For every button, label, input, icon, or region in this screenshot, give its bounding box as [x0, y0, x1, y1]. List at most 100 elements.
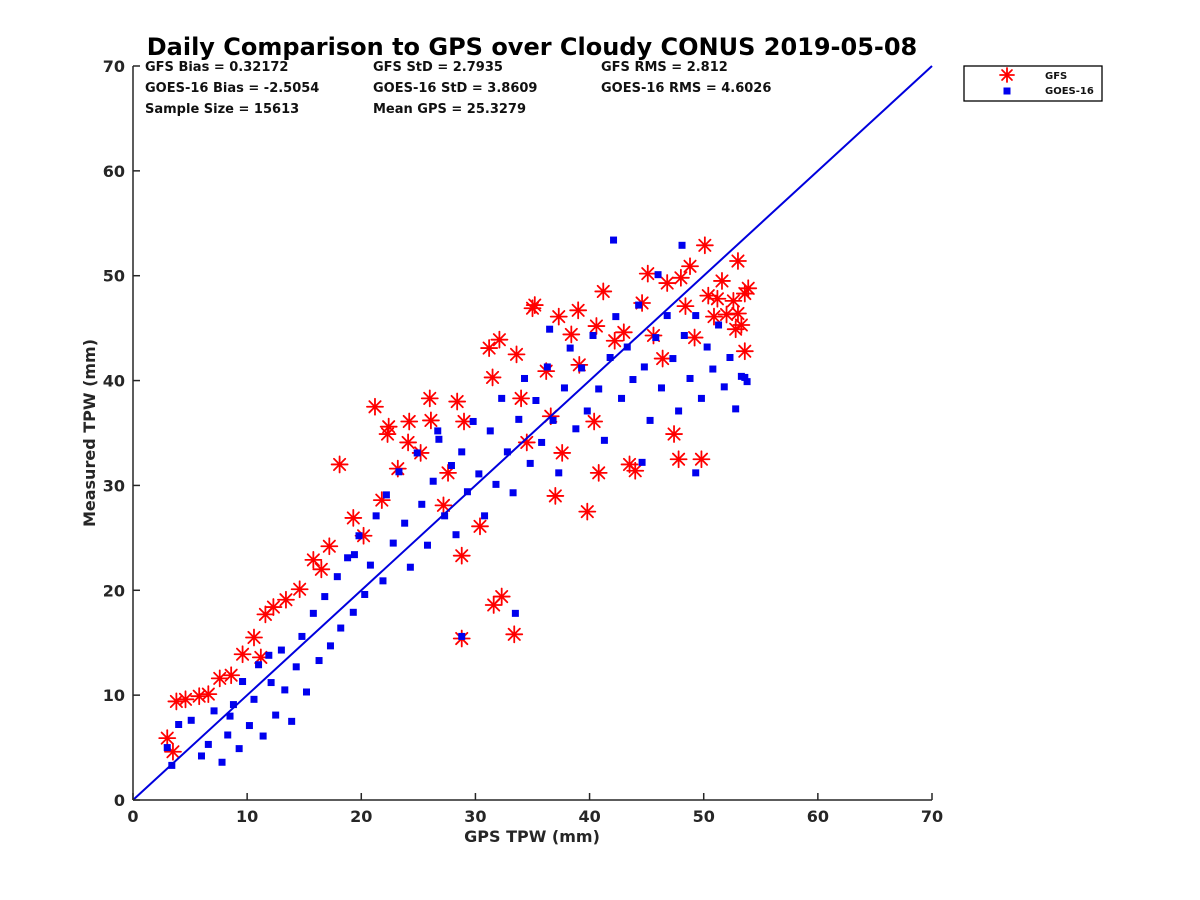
goes-16-point [429, 477, 437, 485]
goes-16-point [498, 394, 506, 402]
gfs-point [422, 411, 440, 430]
goes-16-point [726, 354, 734, 362]
goes-16-point [267, 679, 275, 687]
goes-16-point [218, 758, 226, 766]
gfs-point [553, 444, 572, 462]
gfs-point [692, 450, 711, 469]
stat-goes-std: GOES-16 StD = 3.8609 [373, 81, 537, 96]
x-tick-label: 20 [350, 807, 372, 826]
goes-16-point [418, 500, 426, 508]
gfs-point [717, 305, 736, 324]
gfs-point [264, 598, 283, 616]
gfs-point [729, 252, 747, 270]
legend-marker-gfs [999, 67, 1015, 83]
goes-16-point [239, 678, 247, 686]
x-tick-label: 50 [693, 807, 715, 826]
goes-16-point [741, 373, 749, 381]
gfs-point [685, 328, 704, 347]
goes-16-point [638, 458, 646, 466]
goes-16-point [549, 416, 557, 424]
gfs-point [729, 304, 747, 323]
axes: 0 10 20 30 40 50 60 70 0 10 20 30 40 50 60 70 [103, 57, 943, 826]
goes-16-point [663, 312, 671, 320]
stat-mean-gps: Mean GPS = 25.3279 [373, 102, 526, 117]
goes-16-point [337, 624, 345, 632]
gfs-point [492, 587, 511, 606]
goes-16-point [669, 355, 677, 363]
goes-16-point [441, 512, 449, 520]
gfs-point [626, 461, 645, 480]
goes-16-point [204, 740, 212, 748]
gfs-point [455, 412, 473, 431]
goes-16-point [395, 468, 403, 476]
gfs-point [695, 236, 714, 255]
legend-label-gfs: GFS [1045, 71, 1067, 82]
goes-16-point [589, 331, 597, 339]
goes-16-point [229, 701, 237, 709]
stats-block: GFS Bias = 0.32172 GFS StD = 2.7935 GFS … [145, 60, 771, 117]
gfs-point [525, 296, 544, 314]
goes-16-point [406, 563, 414, 571]
y-tick-label: 60 [103, 162, 125, 181]
plot-area [132, 65, 933, 801]
goes-16-point [555, 469, 563, 477]
gfs-point [658, 274, 677, 292]
stat-goes-rms: GOES-16 RMS = 4.6026 [601, 81, 771, 96]
gfs-point [400, 412, 419, 431]
x-tick-label: 0 [127, 807, 138, 826]
goes-16-point [675, 407, 683, 415]
goes-16-point [657, 384, 665, 392]
goes-16-point [350, 551, 358, 559]
legend-box [963, 65, 1103, 102]
goes-16-point [715, 321, 723, 329]
gfs-point [549, 307, 568, 326]
gfs-point [589, 463, 608, 482]
goes-16-point [600, 436, 608, 444]
one-to-one-line [132, 65, 933, 801]
gfs-point [739, 279, 758, 298]
goes-16-point [503, 448, 511, 456]
gfs-point [724, 291, 743, 310]
goes-16-point [423, 541, 431, 549]
goes-16-point [333, 573, 341, 581]
legend-marker-goes-16 [1003, 87, 1011, 95]
gfs-point [726, 320, 745, 339]
goes-16-point [349, 608, 357, 616]
goes-16-point [486, 427, 494, 435]
goes-16-point [265, 651, 273, 659]
goes-16-point [618, 394, 626, 402]
goes-16-point [511, 609, 519, 617]
goes-16-point [255, 661, 263, 669]
gfs-point [578, 502, 597, 521]
gfs-point [434, 496, 453, 515]
goes-16-point [654, 271, 662, 279]
legend-label-goes-16: GOES-16 [1045, 86, 1094, 97]
goes-16-point [326, 642, 334, 650]
legend: GFS GOES-16 [963, 65, 1103, 102]
gfs-point [708, 289, 727, 308]
goes-16-point [321, 593, 329, 601]
goes-16-point [458, 632, 466, 640]
stat-gfs-std: GFS StD = 2.7935 [373, 60, 503, 75]
gfs-point [290, 580, 309, 599]
goes-16-point [475, 470, 483, 478]
goes-16-point [526, 459, 534, 467]
gfs-point [669, 450, 688, 469]
gfs-point [277, 590, 295, 609]
gfs-point [379, 417, 398, 436]
gfs-series [158, 236, 758, 761]
goes-16-point [492, 480, 500, 488]
gfs-point [671, 268, 690, 287]
gfs-point [614, 323, 633, 342]
goes-16-point [572, 425, 580, 433]
goes-16-point [732, 405, 740, 413]
y-axis-label: Measured TPW (mm) [80, 339, 99, 527]
goes-16-point [224, 731, 232, 739]
gfs-point [512, 389, 530, 408]
y-ticks: 0 10 20 30 40 50 60 70 [103, 57, 140, 810]
goes-16-point [578, 364, 586, 372]
gfs-point [507, 345, 526, 364]
gfs-point [587, 317, 606, 335]
gfs-point [638, 264, 657, 283]
goes-16-point [277, 646, 285, 654]
